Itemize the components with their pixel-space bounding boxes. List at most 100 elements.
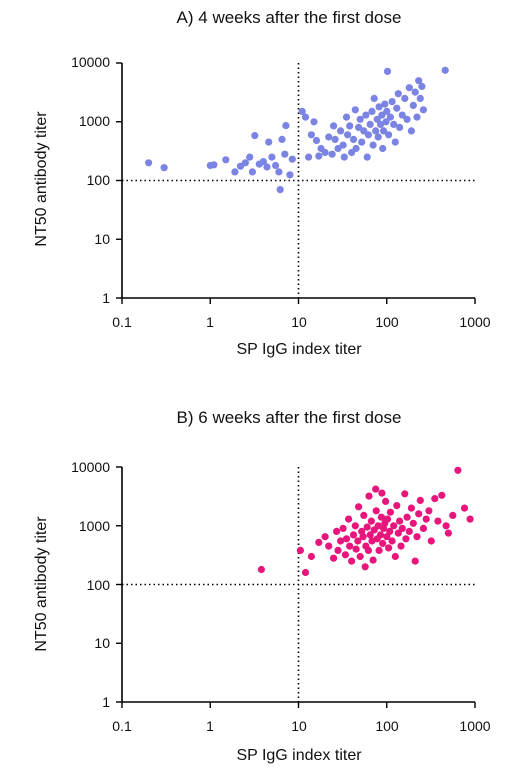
panel-b-data-point <box>321 533 329 541</box>
panel-b-data-point <box>355 503 363 511</box>
panel-a-data-point <box>272 161 280 170</box>
panel-b-data-point <box>386 508 394 516</box>
panel-b-data-point <box>356 552 364 561</box>
panel-a-data-point <box>268 153 276 161</box>
panel-b-x-tick-label-1: 1 <box>206 718 214 734</box>
panel-a-data-point <box>382 118 390 126</box>
panel-a-data-point <box>288 155 296 163</box>
panel-a-data-point <box>368 107 376 115</box>
panel-b-data-point <box>383 533 391 541</box>
panel-b-data-point <box>382 497 390 505</box>
panel-b-data-point <box>354 537 362 545</box>
panel-b-data-point <box>398 524 406 533</box>
panel-b-data-point <box>366 531 374 539</box>
panel-b-data-point <box>386 527 394 536</box>
panel-b-data-point <box>394 529 402 537</box>
panel-a-data-point <box>370 94 378 102</box>
panel-b-data-point <box>416 496 424 504</box>
panel-b-data-point <box>449 511 457 519</box>
panel-b-data-point <box>315 538 323 547</box>
panel-a-data-point <box>380 127 388 135</box>
panel-a-data-point <box>415 77 423 85</box>
panel-b-data-point <box>403 513 411 521</box>
panel-b-data-point <box>375 546 383 555</box>
panel-b-data-point <box>411 557 419 565</box>
panel-a-data-point <box>358 138 366 146</box>
panel-b-x-tick-label-0: 0.1 <box>112 718 132 734</box>
panel-b-data-point <box>359 533 367 541</box>
panel-a-data-point <box>394 90 402 98</box>
panel-a-data-point <box>281 150 289 158</box>
panel-b-data-point <box>391 552 399 561</box>
panel-a-data-point <box>352 144 360 153</box>
panel-b-data-point <box>307 552 315 561</box>
panel-a-x-tick-label-4: 1000 <box>459 314 490 330</box>
panel-a-data-point <box>145 159 153 167</box>
panel-b-data-point <box>346 542 354 550</box>
panel-b-data-point <box>377 513 385 521</box>
panel-b-data-point <box>325 542 333 550</box>
panel-b-data-point <box>409 519 417 527</box>
panel-b-data-point <box>372 485 380 493</box>
panel-a-data-point <box>374 133 382 141</box>
panel-a-data-point <box>364 131 372 139</box>
panel-a-x-axis-label: SP IgG index titer <box>236 341 362 358</box>
panel-a-data-point <box>398 111 406 119</box>
panel-a-data-point <box>334 144 342 153</box>
panel-a-y-tick-label-1: 10 <box>94 231 110 247</box>
panel-b-data-point <box>345 515 353 523</box>
panel-a-data-point <box>349 135 358 143</box>
panel-a-data-point <box>355 123 363 131</box>
panel-a: A) 4 weeks after the first dose NT50 ant… <box>33 8 491 358</box>
panel-a-data-point <box>286 171 294 179</box>
panel-a-data-point <box>278 135 286 143</box>
panel-a-y-tick-label-2: 100 <box>87 172 111 188</box>
panel-b-data-point <box>466 515 474 523</box>
panel-b-y-tick-label-2: 100 <box>87 577 111 593</box>
panel-a-data-point <box>373 115 381 123</box>
panel-a-x-tick-label-1: 1 <box>206 314 214 330</box>
panel-b-y-tick-label-3: 1000 <box>79 518 110 534</box>
panel-a-data-point <box>342 113 351 121</box>
panel-b-data-point <box>365 492 373 500</box>
panel-a-data-point <box>337 127 345 135</box>
panel-a-data-point <box>369 141 377 149</box>
panel-b-y-tick-label-4: 10000 <box>71 459 110 475</box>
panel-a-data-point <box>419 106 427 114</box>
panel-a-data-point <box>251 132 259 140</box>
panel-a-data-point <box>339 141 347 149</box>
panel-a-data-point <box>379 144 387 153</box>
panel-b-title: B) 6 weeks after the first dose <box>177 408 402 427</box>
panel-b-data-point <box>407 504 415 512</box>
panel-b-data-point <box>393 502 401 510</box>
panel-a-data-point <box>390 120 398 128</box>
panel-a-data-point <box>383 67 392 75</box>
panel-b-data-point <box>376 531 385 539</box>
panel-a-data-point <box>330 122 338 130</box>
panel-a-data-point <box>315 152 323 160</box>
panel-b-data-point <box>342 535 351 543</box>
panel-b-data-point <box>396 517 404 525</box>
panel-b-data-point <box>422 515 430 523</box>
panel-b-data-point <box>348 557 356 565</box>
panel-a-data-point <box>259 158 267 166</box>
panel-a-x-tick-label-0: 0.1 <box>112 314 132 330</box>
panel-a-data-point <box>407 127 415 135</box>
panel-a-data-point <box>372 127 380 135</box>
panel-b-data-point <box>339 524 347 533</box>
panel-a-title: A) 4 weeks after the first dose <box>177 8 402 27</box>
panel-a-data-point <box>375 103 383 111</box>
panel-a-data-point <box>401 94 409 102</box>
panel-a-data-point <box>366 120 374 128</box>
panel-a-data-point <box>441 66 449 74</box>
panel-b-data-point <box>454 466 462 474</box>
panel-b-data-point <box>460 504 469 512</box>
panel-a-data-point <box>418 82 426 90</box>
panel-b-data-point <box>296 546 304 555</box>
panel-a-data-point <box>405 84 413 92</box>
panel-b-data-point <box>372 507 380 515</box>
panel-a-data-point <box>307 131 315 139</box>
panel-b-data-point <box>351 522 359 530</box>
panel-b-data-point <box>361 563 369 571</box>
